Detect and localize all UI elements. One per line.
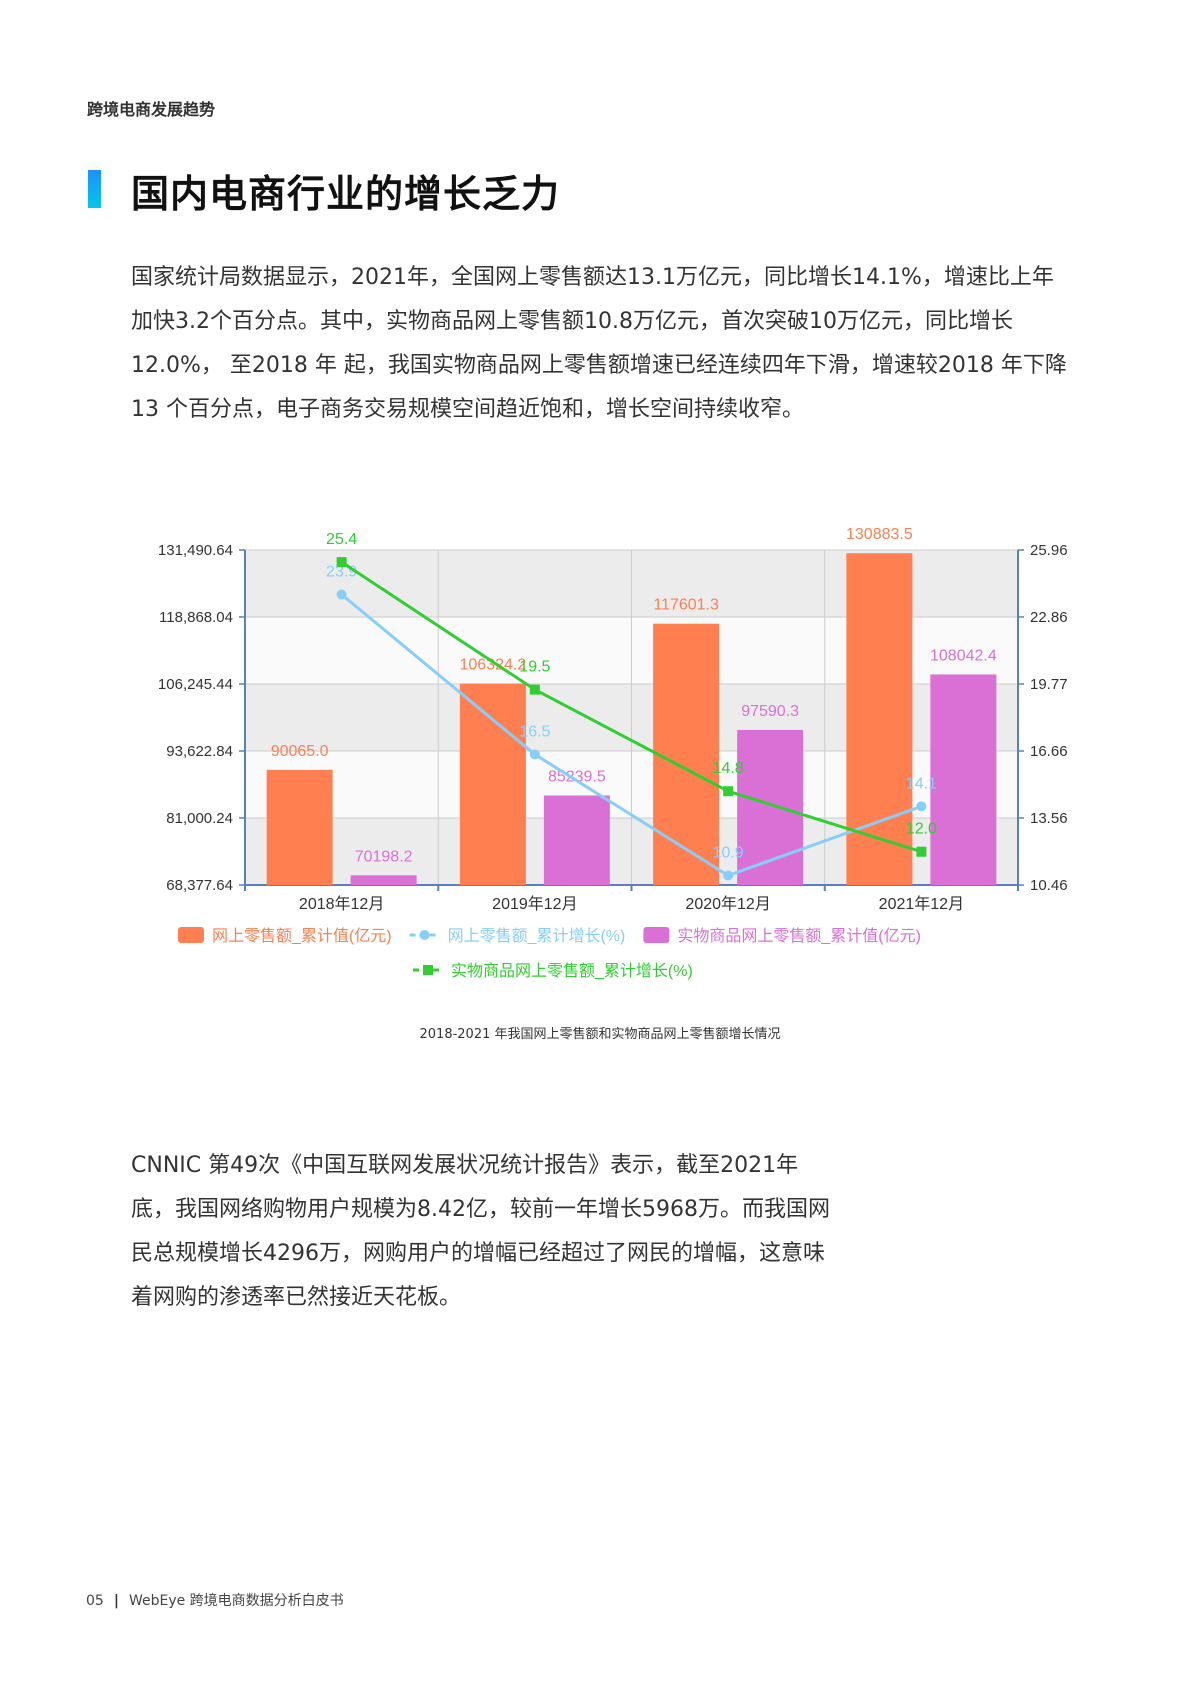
page-number: 05 [86,1593,104,1609]
section-header: 跨境电商发展趋势 [87,100,216,119]
y-right-tick-label: 25.96 [1030,542,1068,559]
y-right-tick-label: 10.46 [1030,877,1068,894]
page-title: 国内电商行业的增长乏力 [131,172,561,216]
y-left-tick-label: 81,000.24 [166,810,233,827]
bar [350,875,417,885]
line-point [916,846,927,857]
y-right-tick-label: 22.86 [1030,609,1068,626]
bar-data-label: 97590.3 [741,703,799,720]
legend-label: 网上零售额_累计增长(%) [448,927,626,945]
y-right-tick-label: 16.66 [1030,743,1068,760]
line-point [723,870,734,881]
y-left-tick-label: 131,490.64 [158,542,233,559]
y-left-tick-label: 93,622.84 [166,743,233,760]
y-right-tick-label: 19.77 [1030,676,1068,693]
bar-data-label: 130883.5 [846,526,913,543]
chart-caption: 2018-2021 年我国网上零售额和实物商品网上零售额增长情况 [419,1027,781,1042]
bar [653,623,720,885]
x-tick-label: 2021年12月 [879,895,964,913]
legend-swatch [643,927,670,943]
bar [930,674,997,885]
series-line [340,560,922,854]
line-point [916,801,927,812]
bar-data-label: 106324.2 [460,657,527,674]
line-data-label: 10.9 [713,844,744,861]
bar-data-label: 70198.2 [355,848,413,865]
bar-data-label: 108042.4 [930,647,997,664]
line-point [336,589,347,600]
y-left-tick-label: 68,377.64 [166,877,233,894]
legend-label: 网上零售额_累计值(亿元) [212,927,392,945]
line-data-label: 14.1 [906,775,937,792]
y-left-tick-label: 118,868.04 [159,609,233,626]
line-data-label: 19.5 [519,659,550,676]
x-tick-label: 2018年12月 [299,895,384,913]
legend-swatch [178,927,204,943]
bar [846,553,913,885]
bar-data-label: 85239.5 [548,768,606,785]
legend-label: 实物商品网上零售额_累计增长(%) [451,962,693,980]
line-point [723,786,734,797]
x-tick-label: 2020年12月 [685,895,770,913]
line-data-label: 12.0 [906,821,937,838]
bar-data-label: 90065.0 [271,743,329,760]
line-data-label: 25.4 [326,531,357,548]
bar [459,683,526,885]
line-data-label: 14.8 [713,760,744,777]
legend-label: 实物商品网上零售额_累计值(亿元) [677,927,921,945]
line-point [529,749,540,760]
footer-separator: | [113,1593,119,1609]
legend-marker [419,930,430,940]
bar [543,795,610,885]
line-point [529,684,540,695]
bar [266,769,333,885]
cnnic-paragraph: CNNIC 第49次《中国互联网发展状况统计报告》表示，截至2021年底，我国网… [131,1153,830,1310]
legend-marker [423,965,433,975]
y-right-tick-label: 13.56 [1030,810,1068,827]
page-footer: 05 | WebEye 跨境电商数据分析白皮书 [86,1590,344,1610]
series-line [340,593,922,878]
bar-data-label: 117601.3 [653,597,719,614]
line-point [336,557,347,568]
footer-title: WebEye 跨境电商数据分析白皮书 [128,1593,344,1609]
y-left-tick-label: 106,245.44 [158,676,233,693]
intro-paragraph: 国家统计局数据显示，2021年，全国网上零售额达13.1万亿元，同比增长14.1… [131,265,1067,422]
title-accent-bar [88,170,101,208]
x-tick-label: 2019年12月 [492,895,577,913]
line-data-label: 16.5 [519,723,550,740]
retail-growth-chart: 131,490.64 118,868.04 106,245.44 93,622.84 8… [158,526,1068,980]
